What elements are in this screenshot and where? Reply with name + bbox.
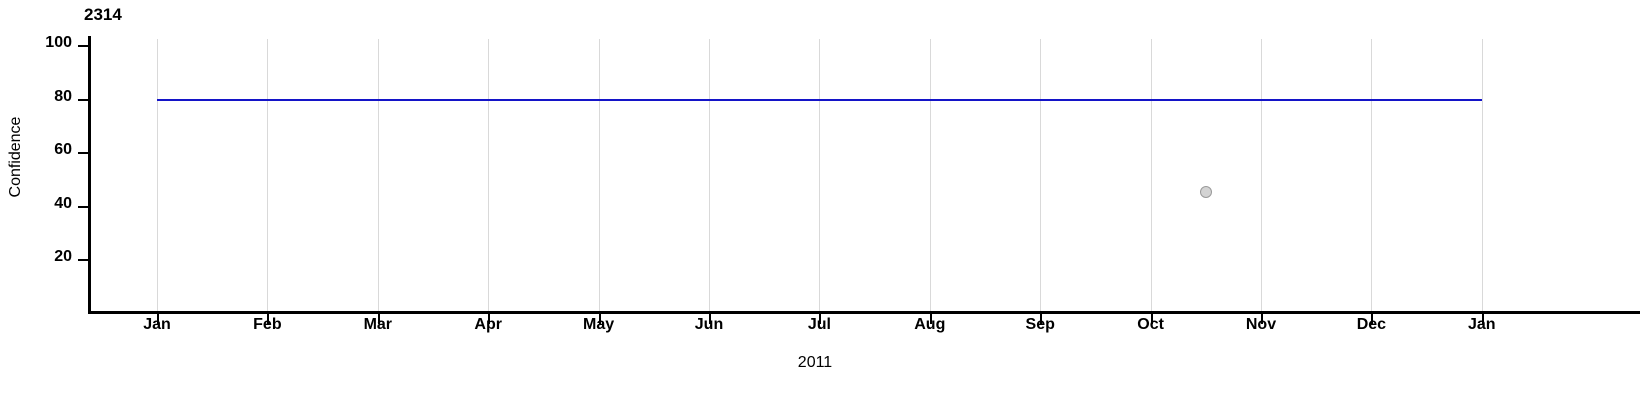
gridline-jul-6 (819, 39, 821, 311)
y-tick-mark-40 (78, 205, 89, 208)
series-line-threshold (157, 98, 1482, 101)
y-tick-label-20: 20 (54, 248, 72, 265)
x-tick-label-4: May (583, 316, 615, 333)
x-tick-label-12: Jan (1468, 316, 1496, 333)
x-tick-mark-1 (267, 314, 270, 324)
gridline-feb-1 (267, 39, 269, 311)
y-tick-label-40: 40 (54, 194, 72, 212)
x-tick-mark-0 (157, 314, 159, 324)
x-tick-mark-7 (929, 314, 932, 324)
x-tick-label-11: Dec (1356, 316, 1387, 333)
gridline-nov-10 (1261, 39, 1262, 311)
x-tick-mark-4 (598, 314, 601, 324)
x-tick-label-0: Jan (143, 316, 171, 333)
y-tick-mark-20 (78, 259, 89, 261)
x-tick-mark-11 (1371, 314, 1374, 324)
x-tick-label-1: Feb (253, 316, 282, 333)
gridline-dec-11 (1371, 39, 1373, 311)
x-axis-line (88, 311, 1640, 314)
x-axis-title: 2011 (797, 354, 833, 371)
x-tick-label-6: Jul (807, 316, 831, 333)
x-tick-mark-5 (709, 314, 711, 324)
gridline-jun-5 (709, 39, 710, 311)
y-tick-label-100: 100 (45, 34, 72, 51)
y-tick-label-80: 80 (54, 87, 72, 105)
data-point-0[interactable] (1199, 186, 1212, 199)
gridline-may-4 (598, 39, 600, 311)
x-tick-mark-9 (1150, 314, 1153, 324)
chart-title: 2314 (84, 5, 122, 24)
gridline-mar-2 (377, 39, 379, 311)
gridline-jan-12 (1481, 39, 1483, 311)
gridline-aug-7 (929, 39, 931, 311)
x-tick-label-8: Sep (1025, 316, 1055, 333)
y-axis-line (88, 36, 91, 314)
x-tick-mark-3 (488, 314, 491, 324)
gridline-apr-3 (488, 39, 490, 311)
x-tick-label-7: Aug (914, 316, 946, 333)
x-tick-label-5: Jun (694, 316, 724, 333)
x-tick-mark-10 (1261, 314, 1263, 324)
gridline-oct-9 (1150, 39, 1152, 311)
gridline-jan-0 (157, 39, 158, 311)
x-tick-mark-8 (1040, 314, 1043, 324)
y-tick-label-60: 60 (54, 141, 72, 158)
y-tick-mark-100 (78, 45, 89, 47)
x-tick-label-2: Mar (363, 316, 393, 333)
x-tick-label-9: Oct (1137, 316, 1164, 333)
x-tick-mark-6 (819, 314, 822, 324)
x-tick-mark-12 (1481, 314, 1484, 324)
x-tick-mark-2 (377, 314, 380, 324)
gridline-sep-8 (1040, 39, 1042, 311)
x-tick-label-3: Apr (474, 316, 502, 333)
x-tick-label-10: Nov (1245, 316, 1277, 333)
y-tick-mark-60 (78, 152, 89, 154)
y-tick-mark-80 (78, 98, 89, 101)
